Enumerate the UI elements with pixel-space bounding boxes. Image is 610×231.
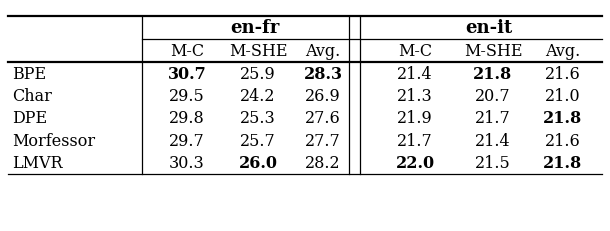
Text: 22.0: 22.0 [395,155,434,172]
Text: Char: Char [12,88,52,105]
Text: 21.4: 21.4 [397,65,433,82]
Text: 25.7: 25.7 [240,132,276,149]
Text: 29.8: 29.8 [169,110,205,127]
Text: 30.7: 30.7 [168,65,206,82]
Text: 21.8: 21.8 [544,110,583,127]
Text: 26.0: 26.0 [239,155,278,172]
Text: 21.4: 21.4 [475,132,511,149]
Text: 25.9: 25.9 [240,65,276,82]
Text: 21.8: 21.8 [473,65,512,82]
Text: 27.6: 27.6 [305,110,341,127]
Text: 21.9: 21.9 [397,110,433,127]
Text: 21.8: 21.8 [544,155,583,172]
Text: 24.2: 24.2 [240,88,276,105]
Text: Avg.: Avg. [306,42,340,59]
Text: LMVR: LMVR [12,155,63,172]
Text: 29.5: 29.5 [169,88,205,105]
Text: 21.7: 21.7 [475,110,511,127]
Text: DPE: DPE [12,110,47,127]
Text: 25.3: 25.3 [240,110,276,127]
Text: 21.6: 21.6 [545,132,581,149]
Text: M-SHE: M-SHE [229,42,287,59]
Text: en-fr: en-fr [231,19,280,37]
Text: 21.5: 21.5 [475,155,511,172]
Text: 29.7: 29.7 [169,132,205,149]
Text: 26.9: 26.9 [305,88,341,105]
Text: 20.7: 20.7 [475,88,511,105]
Text: Avg.: Avg. [545,42,581,59]
Text: 28.2: 28.2 [305,155,341,172]
Text: 21.7: 21.7 [397,132,433,149]
Text: 21.0: 21.0 [545,88,581,105]
Text: 28.3: 28.3 [304,65,342,82]
Text: BPE: BPE [12,65,46,82]
Text: en-it: en-it [465,19,512,37]
Text: 21.6: 21.6 [545,65,581,82]
Text: 21.3: 21.3 [397,88,433,105]
Text: M-SHE: M-SHE [464,42,522,59]
Text: 30.3: 30.3 [169,155,205,172]
Text: M-C: M-C [170,42,204,59]
Text: Morfessor: Morfessor [12,132,95,149]
Text: 27.7: 27.7 [305,132,341,149]
Text: M-C: M-C [398,42,432,59]
